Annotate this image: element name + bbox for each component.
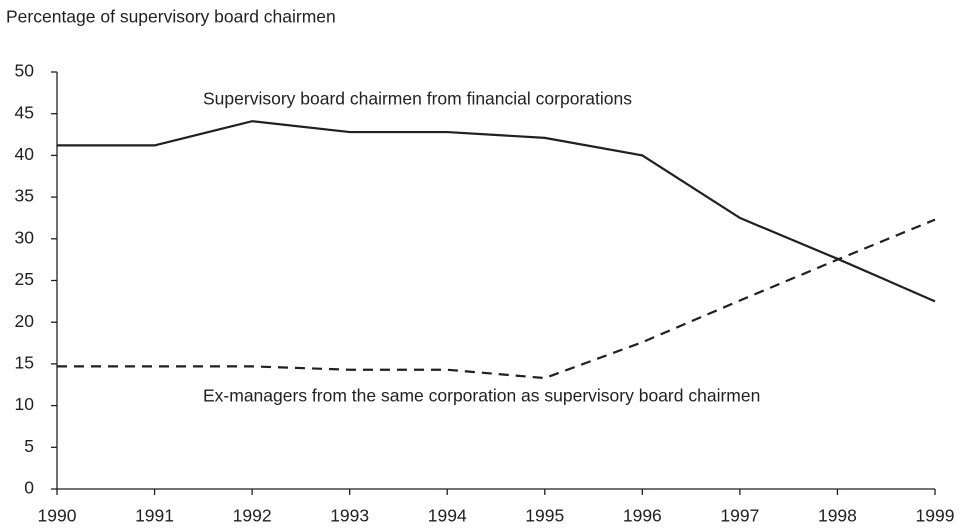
y-tick-label: 25: [15, 269, 34, 289]
x-tick-label: 1999: [916, 506, 955, 526]
x-tick-label: 1996: [623, 506, 662, 526]
y-tick-label: 35: [15, 186, 34, 206]
x-tick-label: 1995: [525, 506, 564, 526]
x-tick-label: 1997: [720, 506, 759, 526]
series-label: Supervisory board chairmen from financia…: [203, 89, 632, 109]
y-tick-label: 30: [15, 227, 35, 247]
x-tick-label: 1994: [428, 506, 467, 526]
series-label: Ex-managers from the same corporation as…: [203, 386, 760, 406]
y-axis-label: Percentage of supervisory board chairmen: [6, 7, 336, 27]
x-tick-label: 1990: [38, 506, 77, 526]
y-tick-label: 20: [15, 311, 35, 331]
x-tick-label: 1992: [233, 506, 272, 526]
y-tick-label: 45: [15, 102, 34, 122]
y-tick-label: 5: [24, 436, 34, 456]
series-line: [57, 120, 936, 303]
y-tick-label: 15: [15, 353, 34, 373]
x-tick-label: 1991: [135, 506, 174, 526]
y-tick-label: 50: [15, 61, 35, 81]
x-tick-label: 1998: [818, 506, 857, 526]
series-line: [57, 218, 936, 380]
y-tick-label: 40: [15, 144, 35, 164]
y-tick-label: 0: [24, 478, 34, 498]
y-tick-label: 10: [15, 394, 35, 414]
x-tick-label: 1993: [330, 506, 369, 526]
